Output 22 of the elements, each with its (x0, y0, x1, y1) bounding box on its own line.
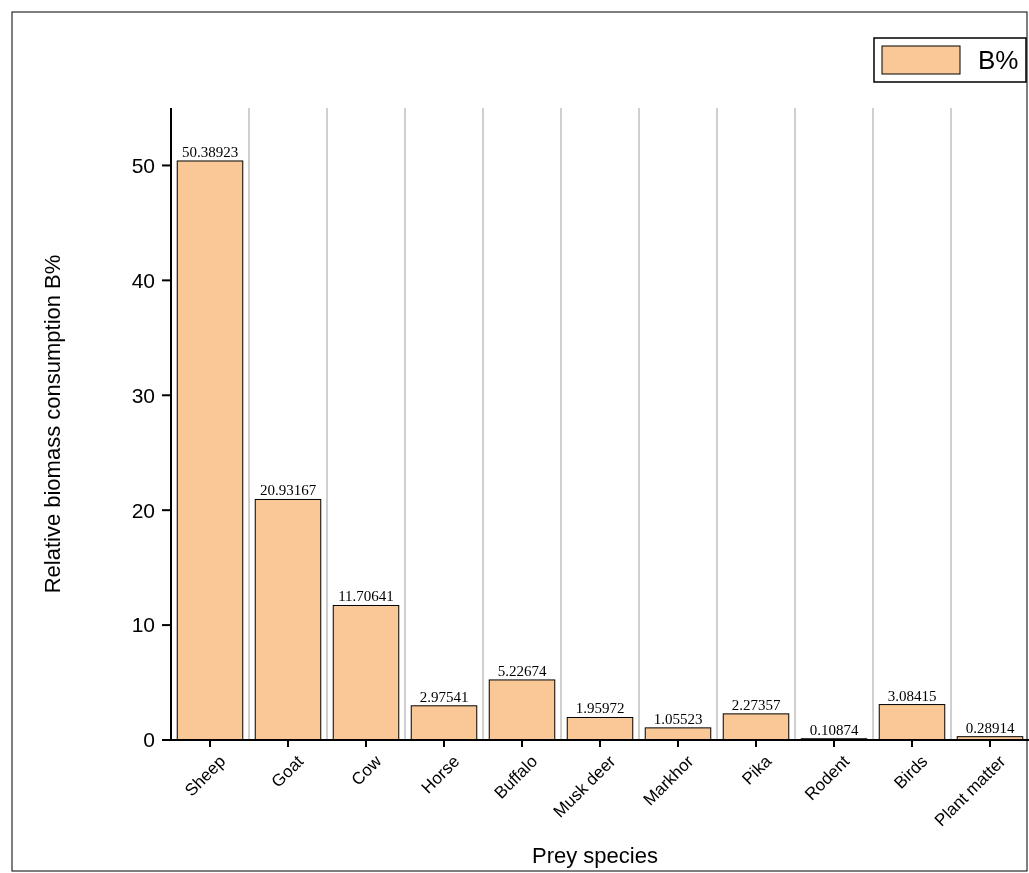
y-tick-label: 10 (131, 613, 155, 637)
y-tick-label: 30 (131, 383, 155, 407)
data-label: 1.05523 (653, 710, 703, 727)
y-tick-label: 20 (131, 498, 155, 522)
data-label: 3.08415 (887, 687, 937, 704)
x-tick-label: Pika (738, 751, 776, 789)
data-label: 2.97541 (419, 688, 469, 705)
y-tick-label: 40 (131, 268, 155, 292)
data-label: 0.10874 (809, 721, 859, 738)
data-label: 2.27357 (731, 696, 781, 713)
data-label: 50.38923 (181, 143, 239, 160)
y-tick-label: 0 (143, 728, 155, 752)
data-label: 20.93167 (259, 482, 317, 499)
y-tick-label: 50 (131, 153, 155, 177)
y-axis-title: Relative biomass consumption B% (40, 254, 65, 594)
data-label: 1.95972 (575, 700, 625, 717)
x-axis-title: Prey species (532, 843, 658, 868)
data-label: 5.22674 (497, 662, 547, 679)
x-tick-label: Cow (347, 751, 386, 790)
data-label: 0.28914 (965, 719, 1015, 736)
legend-label: B% (978, 45, 1019, 76)
data-label: 11.70641 (338, 588, 394, 605)
